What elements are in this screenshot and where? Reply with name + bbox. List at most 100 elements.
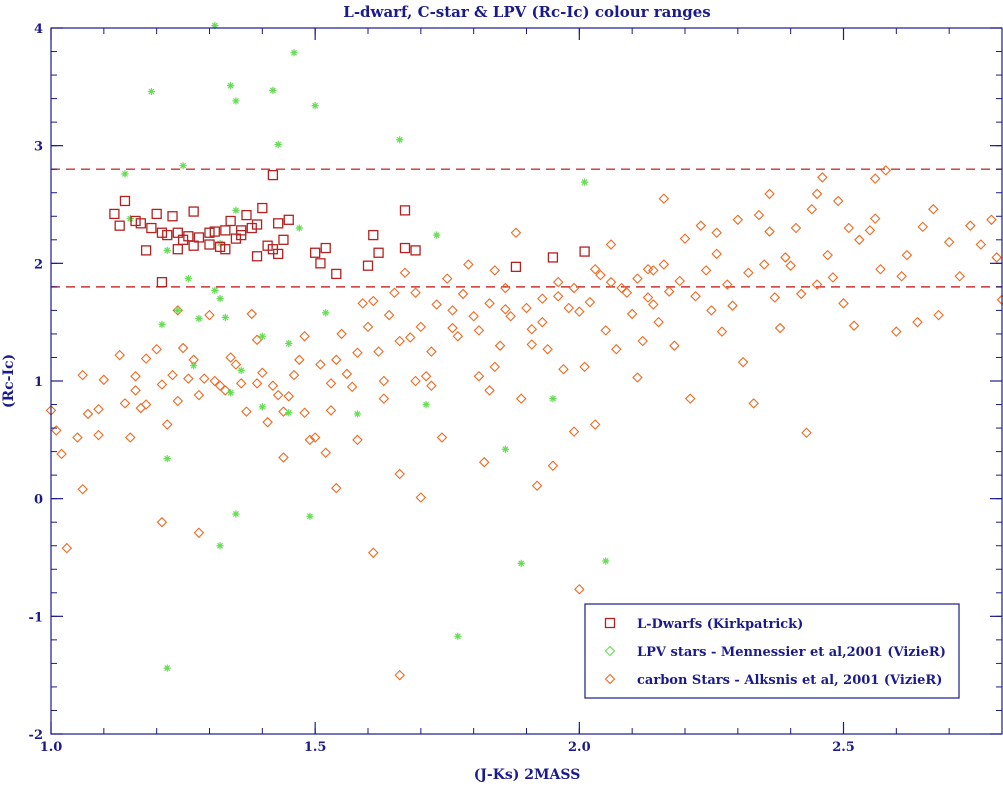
- y-axis-ticks: -2 -1 0 1 2 3 4: [29, 22, 1002, 743]
- carbon-star-point: [209, 375, 221, 387]
- carbon-star-point: [558, 363, 569, 375]
- lpv-star-point: [190, 362, 198, 370]
- carbon-star-point: [489, 265, 501, 276]
- l-dwarf-point: [188, 240, 199, 251]
- l-dwarf-point: [130, 215, 141, 227]
- carbon-star-point: [436, 432, 448, 443]
- carbon-star-point: [93, 429, 104, 441]
- carbon-star-point: [494, 340, 506, 351]
- carbon-star-point: [457, 288, 469, 300]
- l-dwarf-point: [399, 205, 411, 216]
- y-tick-label: -2: [29, 728, 43, 743]
- carbon-star-point: [404, 332, 416, 343]
- carbon-star-point: [241, 406, 252, 417]
- carbon-star-point: [521, 302, 532, 314]
- carbon-star-point: [177, 342, 189, 354]
- y-axis-label: (Rc-Ic): [1, 354, 17, 408]
- carbon-star-point: [161, 419, 173, 430]
- carbon-star-point: [204, 309, 215, 321]
- carbon-star-point: [822, 249, 833, 261]
- carbon-star-point: [753, 209, 765, 221]
- carbon-star-point: [447, 305, 458, 316]
- carbon-star-point: [500, 303, 511, 315]
- carbon-star-point: [357, 298, 368, 309]
- reference-lines: [51, 168, 1002, 288]
- carbon-star-point: [695, 220, 707, 231]
- l-dwarf-point: [547, 252, 559, 263]
- carbon-star-point: [526, 323, 538, 335]
- carbon-stars-series: [45, 165, 1003, 681]
- carbon-star-point: [943, 236, 955, 248]
- carbon-star-point: [489, 361, 501, 373]
- carbon-star-point: [331, 354, 342, 366]
- carbon-star-point: [552, 276, 564, 288]
- carbon-star-point: [378, 393, 390, 404]
- carbon-star-point: [220, 385, 231, 396]
- carbon-star-point: [616, 282, 627, 294]
- carbon-star-point: [721, 279, 733, 290]
- carbon-star-point: [774, 322, 786, 334]
- carbon-star-point: [748, 398, 759, 409]
- carbon-star-point: [394, 468, 405, 480]
- l-dwarf-point: [156, 227, 168, 238]
- l-dwarf-point: [177, 234, 189, 245]
- l-dwarf-point: [320, 242, 331, 254]
- lpv-star-point: [581, 178, 589, 186]
- carbon-star-point: [605, 276, 617, 288]
- lpv-star-point: [232, 97, 240, 105]
- lpv-star-point: [602, 557, 610, 565]
- carbon-star-point: [368, 547, 379, 559]
- carbon-star-point: [463, 259, 474, 270]
- carbon-star-point: [685, 393, 696, 404]
- carbon-star-point: [690, 291, 701, 302]
- l-dwarf-point: [257, 202, 268, 214]
- carbon-star-point: [373, 346, 384, 357]
- lpv-stars-series: [121, 22, 610, 672]
- carbon-star-point: [526, 339, 538, 350]
- l-dwarf-point: [373, 247, 384, 258]
- carbon-star-point: [383, 309, 395, 321]
- carbon-star-point: [510, 227, 522, 239]
- lpv-star-point: [211, 22, 219, 30]
- l-dwarf-point: [135, 218, 146, 229]
- l-dwarf-point: [410, 245, 421, 256]
- carbon-star-point: [119, 398, 131, 409]
- lpv-star-point: [269, 86, 277, 94]
- l-dwarf-point: [230, 233, 242, 244]
- carbon-star-point: [140, 353, 152, 364]
- carbon-star-point: [140, 399, 152, 410]
- carbon-star-point: [965, 220, 976, 231]
- carbon-star-point: [663, 286, 675, 297]
- lpv-star-point: [237, 366, 245, 375]
- l-dwarf-point: [209, 226, 220, 237]
- l-dwarf-point: [204, 227, 215, 238]
- l-dwarf-point: [167, 211, 178, 222]
- carbon-star-point: [928, 203, 939, 215]
- carbon-star-point: [378, 375, 390, 387]
- carbon-star-point: [420, 371, 432, 382]
- legend-label-carbon-stars: carbon Stars - Alksnis et al, 2001 (Vizi…: [637, 673, 942, 688]
- carbon-star-point: [214, 380, 226, 391]
- carbon-star-point: [368, 295, 379, 307]
- carbon-star-point: [272, 389, 284, 401]
- l-dwarf-point: [310, 247, 321, 258]
- l-dwarf-point: [251, 219, 263, 230]
- carbon-star-point: [315, 359, 326, 370]
- lpv-star-point: [396, 136, 404, 144]
- lpv-star-point: [121, 170, 129, 178]
- carbon-star-point: [790, 222, 802, 234]
- l-dwarf-point: [172, 227, 183, 238]
- lpv-star-point: [216, 239, 224, 247]
- l-dwarf-point: [399, 242, 411, 254]
- lpv-star-point: [501, 445, 509, 453]
- carbon-star-point: [764, 188, 775, 200]
- l-dwarf-point: [156, 277, 168, 288]
- carbon-star-point: [827, 272, 839, 283]
- carbon-star-point: [447, 322, 458, 334]
- y-tick-label: 3: [34, 140, 43, 155]
- l-dwarf-point: [225, 215, 236, 227]
- lpv-star-point: [227, 82, 235, 90]
- l-dwarf-point: [204, 239, 215, 250]
- l-dwarf-point: [278, 234, 289, 245]
- carbon-star-point: [706, 305, 717, 316]
